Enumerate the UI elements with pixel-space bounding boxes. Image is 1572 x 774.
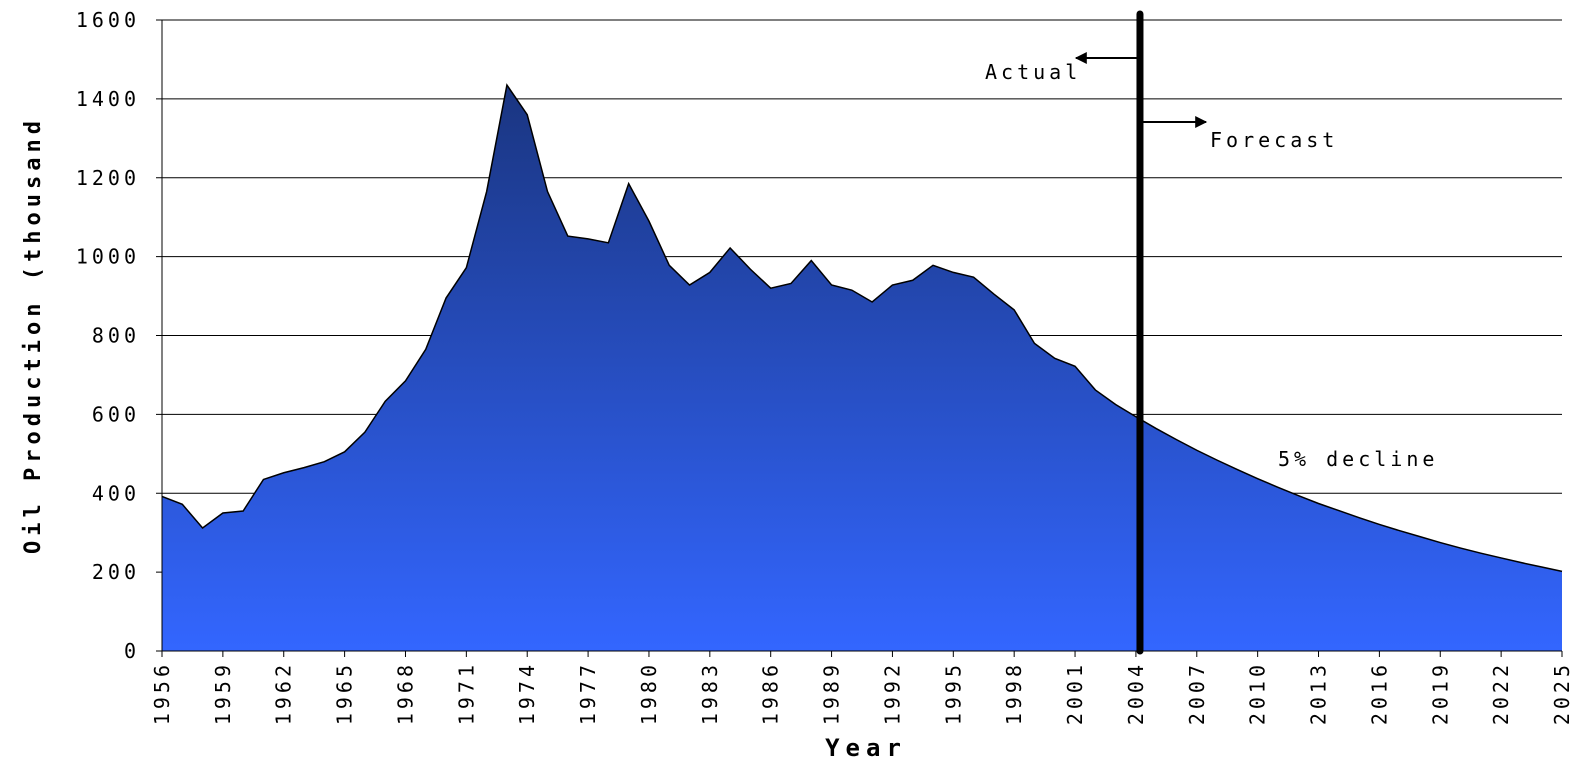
- y-tick-label: 1000: [76, 245, 140, 269]
- x-tick-label: 1980: [637, 661, 661, 725]
- x-tick-label: 1962: [272, 661, 296, 725]
- x-tick-label: 1956: [150, 661, 174, 725]
- x-tick-label: 2010: [1246, 661, 1270, 725]
- x-tick-label: 1986: [759, 661, 783, 725]
- y-axis-title: Oil Production (thousand: [21, 116, 46, 554]
- area: [162, 85, 1562, 651]
- x-tick-label: 1968: [393, 661, 417, 725]
- x-tick-label: 1971: [454, 661, 478, 725]
- x-tick-label: 2001: [1063, 661, 1087, 725]
- y-tick-label: 1400: [76, 87, 140, 111]
- x-tick-label: 1995: [941, 661, 965, 725]
- x-tick-label: 1977: [576, 661, 600, 725]
- x-tick-label: 1965: [333, 661, 357, 725]
- annotation-forecast: Forecast: [1210, 128, 1338, 152]
- x-tick-label: 2016: [1367, 661, 1391, 725]
- y-tick-label: 1600: [76, 8, 140, 32]
- x-tick-label: 1974: [515, 661, 539, 725]
- y-tick-label: 1200: [76, 166, 140, 190]
- x-tick-label: 1998: [1002, 661, 1026, 725]
- x-tick-label: 1989: [820, 661, 844, 725]
- y-tick-label: 0: [124, 639, 140, 663]
- y-tick-label: 600: [92, 402, 140, 426]
- x-tick-label: 2025: [1550, 661, 1572, 725]
- area-outline: [161, 83, 1563, 573]
- y-tick-label: 200: [92, 560, 140, 584]
- x-tick-label: 1959: [211, 661, 235, 725]
- annotation-actual: Actual: [985, 60, 1081, 84]
- x-tick-label: 2007: [1185, 661, 1209, 725]
- x-tick-label: 2022: [1489, 661, 1513, 725]
- x-tick-label: 2019: [1428, 661, 1452, 725]
- y-tick-label: 400: [92, 481, 140, 505]
- annotation-decline: 5% decline: [1278, 447, 1438, 471]
- x-tick-label: 2013: [1307, 661, 1331, 725]
- x-tick-label: 1983: [698, 661, 722, 725]
- x-tick-label: 2004: [1124, 661, 1148, 725]
- y-tick-label: 800: [92, 324, 140, 348]
- x-axis-title: Year: [825, 734, 907, 762]
- x-tick-label: 1992: [880, 661, 904, 725]
